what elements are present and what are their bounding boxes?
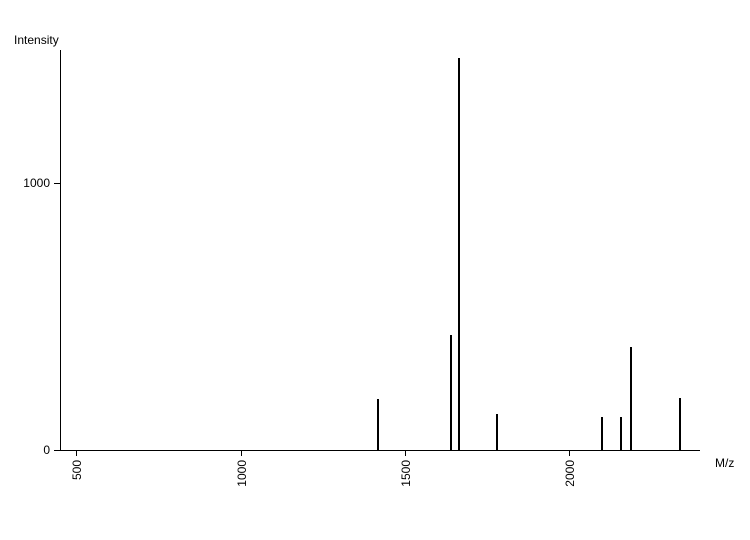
- mass-spectrum-chart: Intensity M/z 0 1000 500 1000 1500 2000: [0, 0, 750, 540]
- x-tick-label: 1000: [235, 460, 249, 487]
- x-axis-label: M/z: [715, 456, 734, 470]
- y-axis-line: [60, 50, 61, 450]
- spectrum-peak: [679, 398, 681, 450]
- y-tick-mark: [54, 450, 60, 451]
- x-tick-label: 1500: [399, 460, 413, 487]
- spectrum-peak: [620, 417, 622, 450]
- spectrum-peak: [496, 414, 498, 450]
- x-tick-mark: [76, 450, 77, 456]
- y-tick-mark: [54, 183, 60, 184]
- x-tick-mark: [405, 450, 406, 456]
- spectrum-peak: [458, 58, 460, 450]
- y-axis-label: Intensity: [14, 33, 59, 47]
- y-tick-label: 0: [0, 443, 50, 457]
- y-tick-label: 1000: [0, 176, 50, 190]
- spectrum-peak: [377, 399, 379, 450]
- x-tick-mark: [569, 450, 570, 456]
- x-tick-mark: [241, 450, 242, 456]
- spectrum-peak: [601, 417, 603, 450]
- x-tick-label: 500: [70, 460, 84, 480]
- spectrum-peak: [450, 335, 452, 450]
- x-axis-line: [60, 450, 700, 451]
- spectrum-peak: [630, 347, 632, 450]
- x-tick-label: 2000: [563, 460, 577, 487]
